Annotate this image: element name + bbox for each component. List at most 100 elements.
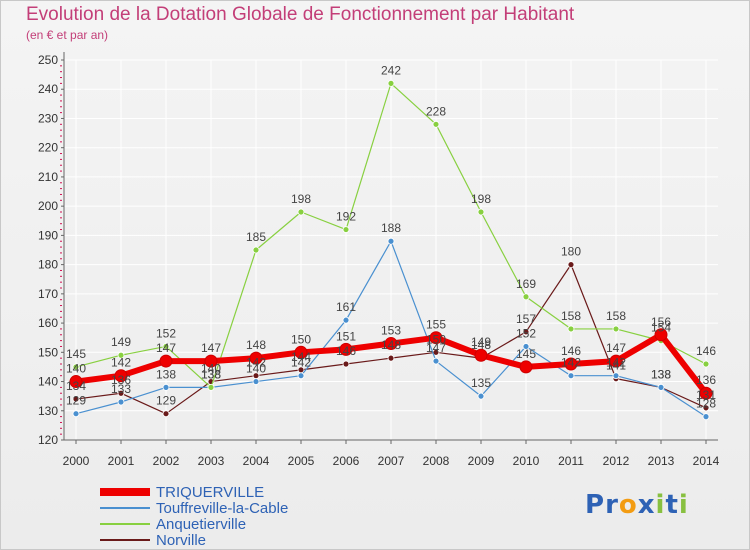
- series-1-label-8: 147: [426, 341, 446, 355]
- series-0-label-12: 147: [606, 341, 626, 355]
- series-3-label-10: 157: [516, 312, 536, 326]
- logo-letter-4: i: [655, 490, 666, 520]
- series-3-label-14: 131: [696, 388, 716, 402]
- series-2-point-0: [72, 363, 80, 371]
- series-1-point-5: [297, 372, 305, 380]
- series-3-label-13: 138: [651, 367, 671, 381]
- legend-item-2: Anquetierville: [100, 515, 288, 533]
- series-2-point-4: [252, 246, 260, 254]
- y-tick-label-5: 170: [38, 287, 58, 301]
- series-0-point-2: [159, 354, 173, 368]
- series-2-point-7: [387, 79, 395, 87]
- series-2-point-9: [477, 208, 485, 216]
- series-3-point-14: [702, 404, 710, 412]
- series-1-label-2: 138: [156, 367, 176, 381]
- series-3-label-7: 148: [381, 338, 401, 352]
- series-1-point-10: [522, 343, 530, 350]
- y-tick-label-4: 160: [38, 316, 58, 330]
- logo-letter-0: P: [585, 490, 606, 520]
- legend-swatch-0: [100, 488, 150, 496]
- legend: TRIQUERVILLE Touffreville-la-Cable Anque…: [100, 484, 289, 549]
- series-3-label-6: 146: [336, 344, 356, 358]
- legend-label-2: Anquetierville: [156, 515, 247, 533]
- x-tick-label-4: 2004: [243, 454, 270, 468]
- logo-letter-3: x: [637, 490, 656, 520]
- series-2-label-0: 145: [66, 347, 86, 361]
- series-1-point-8: [432, 357, 440, 365]
- series-2-label-13: 154: [651, 321, 671, 335]
- series-1-label-7: 188: [381, 221, 401, 235]
- series-0-point-8: [429, 331, 443, 345]
- series-2-label-2: 152: [156, 326, 176, 340]
- legend-item-0: TRIQUERVILLE: [100, 484, 288, 501]
- x-tick-label-5: 2005: [288, 454, 315, 468]
- series-0-point-9: [474, 348, 488, 362]
- x-tick-label-14: 2014: [693, 454, 720, 468]
- series-3-point-0: [72, 395, 80, 403]
- series-3-label-5: 144: [291, 350, 311, 364]
- series-0-label-10: 145: [516, 347, 536, 361]
- series-0-point-12: [609, 354, 623, 368]
- series-1-point-0: [72, 410, 80, 418]
- series-1-label-6: 161: [336, 300, 356, 314]
- logo-letter-1: r: [605, 490, 619, 520]
- series-0-point-3: [204, 354, 218, 368]
- series-1-point-7: [387, 237, 395, 245]
- series-1-point-9: [477, 392, 485, 400]
- x-tick-label-1: 2001: [108, 454, 135, 468]
- series-0-point-7: [384, 337, 398, 351]
- series-0-point-11: [564, 357, 578, 371]
- series-0-label-11: 146: [561, 344, 581, 358]
- series-1-point-11: [567, 372, 575, 380]
- logo-letter-6: i: [678, 490, 689, 520]
- series-0-label-14: 136: [696, 373, 716, 387]
- y-tick-label-12: 240: [38, 82, 58, 96]
- series-1-label-1: 133: [111, 382, 131, 396]
- series-3-label-4: 142: [246, 356, 266, 370]
- x-tick-label-3: 2003: [198, 454, 225, 468]
- series-1-label-13: 138: [651, 367, 671, 381]
- series-0-point-5: [294, 345, 308, 359]
- y-tick-label-11: 230: [38, 111, 58, 125]
- x-tick-label-10: 2010: [513, 454, 540, 468]
- series-0-point-14: [699, 386, 713, 400]
- series-3-point-11: [567, 261, 575, 269]
- x-tick-label-11: 2011: [558, 454, 584, 468]
- series-0-point-6: [339, 342, 353, 356]
- series-3-point-2: [162, 410, 170, 418]
- series-1-label-10: 152: [516, 326, 536, 340]
- series-0-label-6: 151: [336, 329, 356, 343]
- series-2-label-8: 228: [426, 104, 446, 118]
- series-2-label-11: 158: [561, 309, 581, 323]
- y-tick-label-3: 150: [38, 345, 58, 359]
- series-0-point-4: [249, 351, 263, 365]
- legend-item-3: Norville: [100, 531, 288, 549]
- y-tick-label-0: 120: [38, 433, 58, 447]
- series-2-label-5: 198: [291, 192, 311, 206]
- series-1-label-11: 142: [561, 356, 581, 370]
- series-3-label-2: 129: [156, 394, 176, 408]
- series-2-label-14: 146: [696, 344, 716, 358]
- x-tick-label-9: 2009: [468, 454, 495, 468]
- series-2-point-11: [567, 325, 575, 333]
- y-tick-label-13: 250: [38, 53, 58, 67]
- chart-title: Evolution de la Dotation Globale de Fonc…: [26, 4, 575, 25]
- logo-letter-5: t: [665, 490, 679, 520]
- series-0-point-0: [69, 375, 83, 389]
- series-3-label-12: 141: [606, 359, 626, 373]
- legend-label-3: Norville: [156, 531, 207, 549]
- y-tick-label-6: 180: [38, 258, 58, 272]
- series-1-label-12: 142: [606, 356, 626, 370]
- series-0-point-10: [519, 360, 533, 374]
- series-2-point-1: [117, 351, 125, 359]
- legend-swatch-1: [100, 507, 150, 509]
- series-2-point-3: [207, 383, 215, 391]
- series-1-label-9: 135: [471, 376, 491, 390]
- x-tick-label-0: 2000: [63, 454, 90, 468]
- series-3-label-1: 136: [111, 373, 131, 387]
- y-tick-label-9: 210: [38, 170, 58, 184]
- series-3-point-1: [117, 389, 125, 397]
- series-0-label-8: 155: [426, 318, 446, 332]
- legend-label-1: Touffreville-la-Cable: [156, 499, 289, 517]
- x-tick-label-8: 2008: [423, 454, 450, 468]
